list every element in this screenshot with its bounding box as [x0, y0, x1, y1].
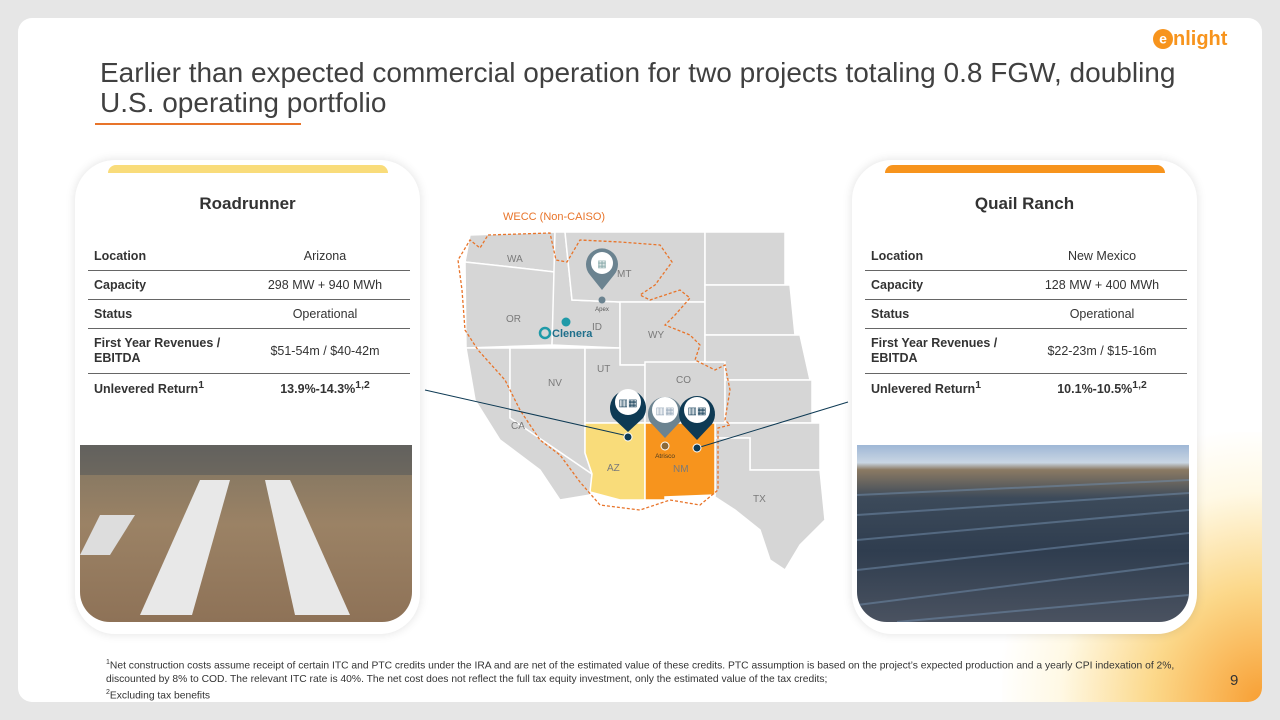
state-sd [704, 284, 796, 336]
footnote-1: Net construction costs assume receipt of… [106, 660, 1175, 685]
project-name: Roadrunner [199, 194, 296, 213]
title-underline [95, 123, 301, 125]
row-label: Location [88, 242, 240, 271]
row-label: Location [865, 242, 1017, 271]
state-label: OR [506, 314, 521, 325]
row-value: 13.9%-14.3%1,2 [240, 374, 410, 403]
card-accent-bar [885, 165, 1165, 173]
table-row: Status Operational [88, 299, 410, 329]
battery-solar-icon: ▥▦ [619, 398, 638, 409]
state-label: UT [597, 364, 610, 375]
map-pin-apex: ▦ Apex [586, 248, 618, 313]
row-value-text: 13.9%-14.3% [280, 382, 356, 397]
row-label-text: Unlevered Return [94, 382, 199, 397]
card-accent-bar [108, 165, 388, 173]
map-pin-roadrunner: ▥▦ [610, 389, 646, 442]
row-label: First Year Revenues / EBITDA [88, 328, 240, 374]
project-name: Quail Ranch [974, 194, 1075, 213]
footnote-2: Excluding tax benefits [109, 690, 211, 702]
table-row: Capacity 128 MW + 400 MWh [865, 270, 1187, 300]
state-nd [704, 231, 786, 286]
row-label: Unlevered Return1 [88, 374, 240, 403]
footnote-marker: 1 [106, 659, 110, 666]
wecc-boundary [457, 232, 732, 511]
pin-label: Atrisco [655, 453, 675, 460]
state-label: CO [676, 375, 691, 386]
project-details-table: Location New Mexico Capacity 128 MW + 400 … [865, 242, 1187, 402]
row-label: Status [88, 299, 240, 329]
state-label: TX [753, 494, 766, 505]
state-label: CA [511, 421, 525, 432]
table-row: Capacity 298 MW + 940 MWh [88, 270, 410, 300]
state-label: WY [648, 330, 664, 341]
clenera-logo: Clenera [552, 328, 593, 340]
connector-line-roadrunner [424, 389, 629, 437]
page-title: Earlier than expected commercial operati… [100, 57, 1176, 118]
wecc-region-label: WECC (Non-CAISO) [503, 211, 606, 223]
row-label: Status [865, 299, 1017, 329]
table-row: Unlevered Return1 13.9%-14.3%1,2 [88, 374, 410, 403]
solar-rows-illustration [857, 479, 1189, 622]
table-row: Status Operational [865, 299, 1187, 329]
row-value: $51-54m / $40-42m [240, 328, 410, 374]
enlight-logo: e nlight [1153, 28, 1228, 50]
row-value: $22-23m / $15-16m [1017, 328, 1187, 374]
state-label: MT [617, 269, 631, 280]
row-value: 10.1%-10.5%1,2 [1017, 374, 1187, 403]
row-value: Arizona [240, 242, 410, 271]
table-row: First Year Revenues / EBITDA $51-54m / $4… [88, 328, 410, 374]
row-value: New Mexico [1017, 242, 1187, 271]
solar-panel-icon: ▦ [597, 259, 606, 270]
table-row: Location Arizona [88, 242, 410, 271]
battery-storage-aerial-photo [80, 445, 412, 622]
footnote-ref: 1 [198, 379, 204, 391]
state-az [584, 422, 646, 501]
footnote-ref: 1 [975, 379, 981, 391]
map-pin-atrisco: ▥▦ Atrisco [647, 397, 682, 460]
row-label: Capacity [88, 270, 240, 300]
svg-text:e: e [1159, 31, 1167, 47]
footnote-ref: 1,2 [355, 379, 370, 391]
row-label: First Year Revenues / EBITDA [865, 328, 1017, 374]
state-labels: WA OR CA NV ID MT WY UT CO AZ NM TX [506, 254, 766, 505]
project-card-quail-ranch: Quail Ranch Location New Mexico Capacity 1… [852, 160, 1197, 634]
clenera-logo-icon [538, 326, 552, 340]
state-label: AZ [607, 463, 620, 474]
table-row: Unlevered Return1 10.1%-10.5%1,2 [865, 374, 1187, 403]
state-nm [644, 422, 716, 501]
state-tx [714, 437, 826, 572]
project-details-table: Location Arizona Capacity 298 MW + 940 MWh… [88, 242, 410, 402]
row-label: Capacity [865, 270, 1017, 300]
state-label: NV [548, 378, 562, 389]
row-value: 128 MW + 400 MWh [1017, 270, 1187, 300]
row-value-text: 10.1%-10.5% [1057, 382, 1133, 397]
row-label-text: Unlevered Return [871, 382, 976, 397]
pin-label: Apex [595, 307, 609, 313]
page-number: 9 [1230, 672, 1239, 689]
footnote-marker: 2 [106, 689, 110, 697]
battery-solar-icon: ▥▦ [688, 406, 707, 417]
project-card-roadrunner: Roadrunner Location Arizona Capacity 298 M… [75, 160, 420, 634]
solar-field-aerial-photo [857, 445, 1189, 622]
state-label: NM [673, 464, 689, 475]
row-value: Operational [240, 299, 410, 329]
row-value: 298 MW + 940 MWh [240, 270, 410, 300]
table-row: First Year Revenues / EBITDA $22-23m / $1… [865, 328, 1187, 374]
map-pin-quail-ranch: ▥▦ [679, 396, 715, 453]
battery-solar-icon: ▥▦ [656, 406, 675, 417]
row-label: Unlevered Return1 [865, 374, 1017, 403]
row-value: Operational [1017, 299, 1187, 329]
state-label: ID [592, 322, 602, 333]
state-label: WA [507, 254, 523, 265]
connector-line-quail-ranch [696, 401, 849, 449]
footnote-ref: 1,2 [1132, 379, 1147, 391]
battery-rows-illustration [80, 445, 412, 615]
footnotes: 1Net construction costs assume receipt o… [106, 656, 1186, 703]
table-row: Location New Mexico [865, 242, 1187, 271]
clenera-marker [561, 317, 571, 327]
svg-text:nlight: nlight [1173, 28, 1228, 50]
